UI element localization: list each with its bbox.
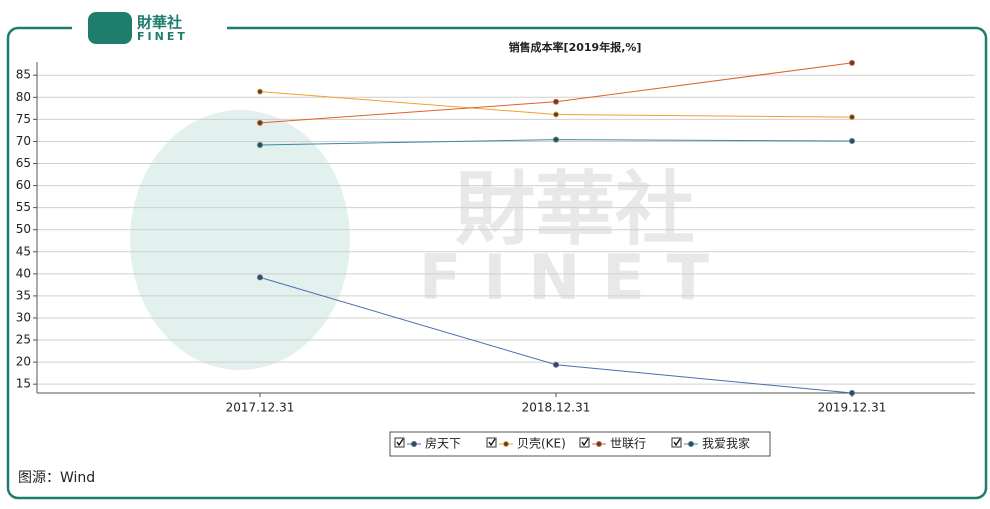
y-tick-label: 85	[16, 68, 31, 82]
y-tick-label: 20	[16, 355, 31, 369]
legend-marker	[411, 441, 417, 447]
y-tick-label: 35	[16, 288, 31, 302]
y-tick-label: 65	[16, 156, 31, 170]
legend-check	[673, 438, 681, 447]
point	[257, 88, 263, 95]
legend-marker	[503, 441, 509, 447]
source: 图源：Wind	[18, 470, 95, 486]
y-tick-label: 75	[16, 112, 31, 126]
legend-marker	[596, 441, 602, 447]
x-tick-label: 2019.12.31	[818, 401, 887, 415]
legend-label: 贝壳(KE)	[517, 437, 566, 451]
y-tick-label: 15	[16, 377, 31, 391]
x-tick-label: 2017.12.31	[226, 401, 295, 415]
point	[553, 98, 559, 105]
legend-label: 房天下	[425, 436, 461, 451]
point	[849, 390, 855, 396]
legend-check	[396, 438, 404, 447]
y-tick-label: 40	[16, 266, 31, 280]
legend-checkbox[interactable]	[671, 437, 682, 448]
legend-checkbox[interactable]	[394, 437, 405, 448]
legend-check	[581, 438, 589, 447]
y-tick-label: 50	[16, 222, 31, 236]
point	[257, 119, 263, 126]
logo-en: FINET	[137, 30, 188, 43]
y-tick-label: 60	[16, 178, 31, 192]
legend-check	[488, 438, 496, 447]
y-tick-label: 70	[16, 134, 31, 148]
point	[849, 59, 855, 66]
logo-icon	[88, 12, 132, 44]
point	[257, 141, 263, 148]
watermark-icon	[130, 110, 350, 370]
legend-label: 世联行	[610, 437, 646, 451]
point	[553, 361, 559, 368]
watermark-cn: 財華社	[455, 163, 695, 256]
point	[553, 111, 559, 118]
chart-title: 销售成本率[2019年报,%]	[509, 40, 642, 54]
y-tick-label: 55	[16, 200, 31, 214]
x-tick-label: 2018.12.31	[522, 401, 591, 415]
legend-marker	[688, 441, 694, 447]
legend-label: 我爱我家	[702, 436, 750, 451]
y-tick-label: 25	[16, 333, 31, 347]
y-tick-label: 80	[16, 90, 31, 104]
logo-cn: 財華社	[136, 14, 182, 32]
point	[553, 136, 559, 143]
point	[257, 274, 263, 281]
legend-checkbox[interactable]	[486, 437, 497, 448]
y-tick-label: 45	[16, 244, 31, 258]
point	[849, 137, 855, 144]
point	[849, 114, 855, 121]
watermark-en: FINET	[419, 241, 731, 314]
y-tick-label: 30	[16, 310, 31, 324]
legend-checkbox[interactable]	[579, 437, 590, 448]
